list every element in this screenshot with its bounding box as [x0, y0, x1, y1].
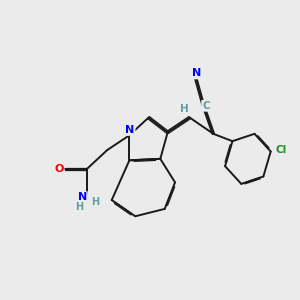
Text: Cl: Cl [275, 145, 287, 155]
Text: C: C [202, 101, 210, 111]
Text: O: O [54, 164, 63, 174]
Text: N: N [125, 125, 135, 135]
Text: N: N [193, 68, 202, 78]
Text: H: H [75, 202, 83, 212]
Text: H: H [180, 104, 189, 114]
Text: N: N [78, 192, 87, 202]
Text: H: H [91, 197, 99, 207]
